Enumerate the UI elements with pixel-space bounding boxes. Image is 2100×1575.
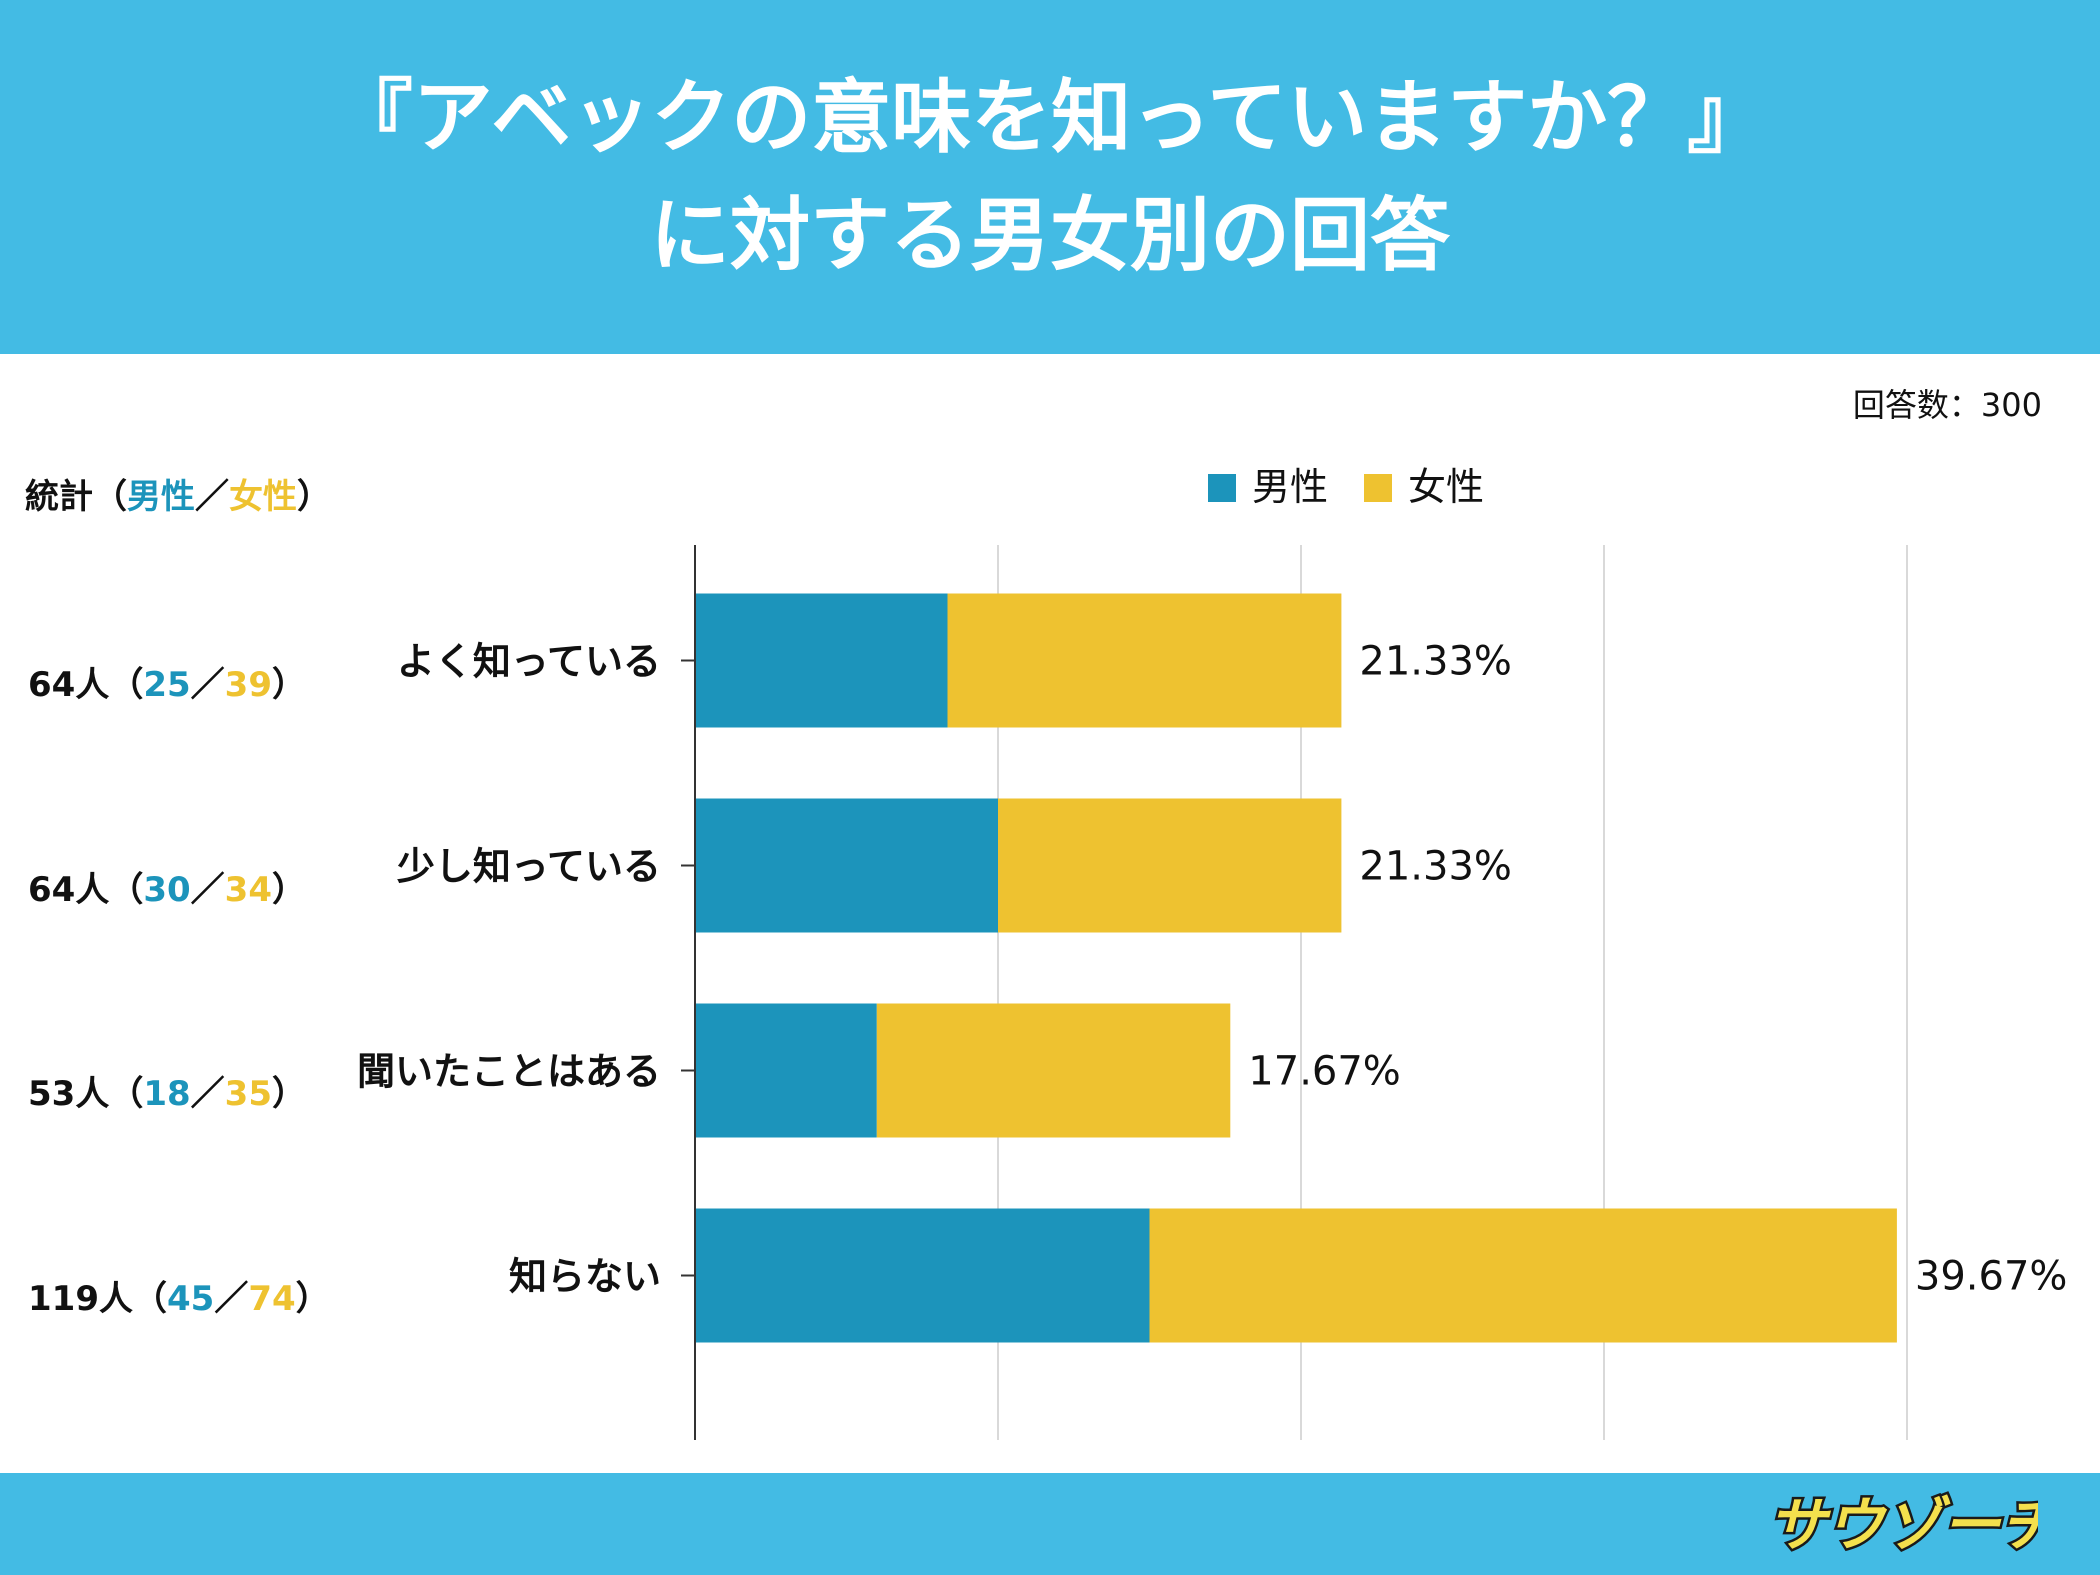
stats-row-open: （: [109, 870, 144, 910]
category-label: 聞いたことはある: [357, 1050, 661, 1094]
data-label: 21.33%: [1359, 639, 1512, 685]
stats-row: 64人（30／34）: [28, 868, 306, 912]
legend-swatch-female: [1364, 474, 1393, 502]
stats-label: 統計: [25, 477, 93, 517]
legend-item-female: 女性: [1364, 462, 1484, 512]
stats-row-open: （: [109, 1074, 144, 1114]
stats-row-male: 18: [143, 1074, 191, 1114]
category-label: 知らない: [509, 1255, 661, 1299]
legend-label-male: 男性: [1252, 465, 1329, 509]
respondent-count: 回答数：300: [1852, 386, 2042, 424]
stats-row-close: ）: [271, 665, 306, 705]
stats-row-male: 45: [166, 1279, 215, 1319]
chart-title-line2: に対する男女別の回答: [650, 189, 1450, 282]
brand-logo: サウゾーチ: [1766, 1489, 2039, 1562]
stats-row-sep: ／: [190, 870, 225, 910]
stats-header: 統計（男性／女性）: [25, 475, 331, 519]
chart-title-line1: 『アベックの意味を知っていますか？』: [332, 71, 1768, 164]
category-label: よく知っている: [397, 640, 661, 684]
bar-segment-female: [998, 798, 1342, 933]
stats-open-paren: （: [93, 477, 127, 517]
stats-row: 64人（25／39）: [28, 663, 306, 707]
stats-close-paren: ）: [297, 477, 331, 517]
stats-row-total: 64人: [28, 665, 110, 705]
stats-row-close: ）: [271, 870, 306, 910]
stats-row-close: ）: [271, 1074, 306, 1114]
stats-row-female: 34: [224, 870, 272, 910]
data-label: 21.33%: [1359, 844, 1512, 890]
bar-segment-female: [947, 593, 1342, 728]
stats-row-total: 64人: [28, 870, 110, 910]
bar-segment-male: [695, 1003, 877, 1138]
footer-banner: [0, 1473, 2100, 1575]
stats-row-total: 53人: [28, 1074, 110, 1114]
brand-logo-text: サウゾーチ: [1768, 1491, 2038, 1559]
stats-row-open: （: [132, 1279, 167, 1319]
stats-row-female: 74: [248, 1279, 296, 1319]
stats-male-label: 男性: [127, 477, 195, 517]
bar-segment-male: [695, 1208, 1150, 1343]
stats-row-sep: ／: [190, 1074, 225, 1114]
stats-row-open: （: [109, 665, 144, 705]
legend-item-male: 男性: [1208, 462, 1328, 512]
bar-segment-male: [695, 798, 998, 933]
chart-legend: 男性 女性: [1208, 462, 1520, 512]
category-label: 少し知っている: [397, 845, 661, 889]
legend-label-female: 女性: [1408, 465, 1485, 509]
stats-row-total: 119人: [28, 1279, 133, 1319]
data-label: 17.67%: [1248, 1049, 1401, 1095]
stats-row-sep: ／: [190, 665, 225, 705]
stats-row-female: 39: [224, 665, 272, 705]
stats-row: 53人（18／35）: [28, 1072, 306, 1116]
bar-segment-female: [1149, 1208, 1897, 1343]
stats-row-close: ）: [295, 1279, 330, 1319]
title-banner: 『アベックの意味を知っていますか？』 に対する男女別の回答: [0, 0, 2100, 354]
stats-row-sep: ／: [214, 1279, 249, 1319]
legend-swatch-male: [1208, 474, 1236, 502]
stats-row-female: 35: [224, 1074, 272, 1114]
stats-female-label: 女性: [229, 477, 297, 517]
bar-segment-male: [695, 593, 948, 728]
stats-separator: ／: [195, 477, 229, 517]
bar-segment-female: [876, 1003, 1231, 1138]
data-label: 39.67%: [1915, 1254, 2068, 1300]
stats-row-male: 30: [143, 870, 191, 910]
stats-row-male: 25: [143, 665, 191, 705]
stats-row: 119人（45／74）: [28, 1277, 330, 1321]
